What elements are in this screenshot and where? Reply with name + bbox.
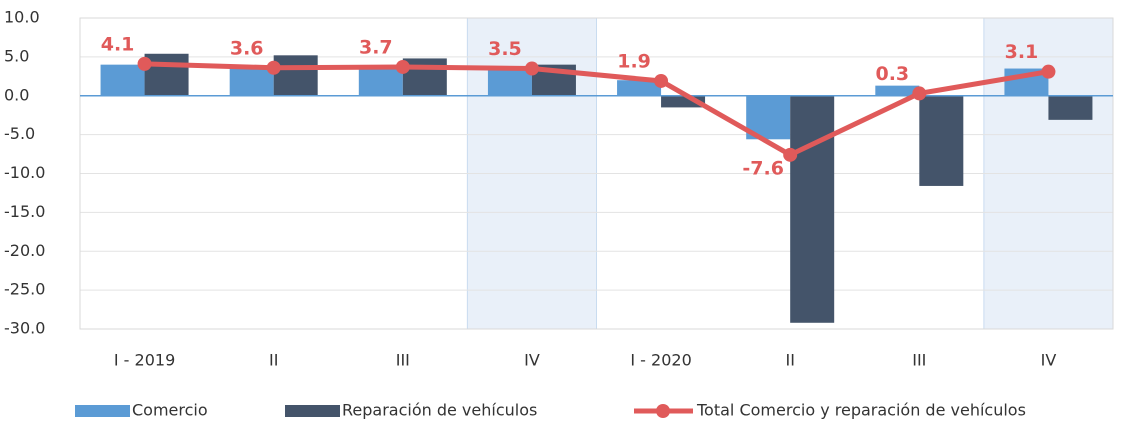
line-point (783, 147, 798, 162)
y-tick-label: 10.0 (4, 8, 40, 27)
line-point (137, 56, 152, 71)
bar (617, 80, 662, 96)
legend-swatch (75, 405, 130, 417)
x-tick-label: IV (524, 351, 540, 370)
data-label: 0.3 (875, 63, 909, 85)
data-label: 3.7 (359, 36, 393, 58)
x-tick-label: I - 2020 (630, 351, 691, 370)
data-label: 1.9 (617, 50, 651, 72)
bar (919, 95, 964, 186)
bar (661, 95, 706, 108)
bar (790, 95, 835, 323)
line-point (524, 61, 539, 76)
y-tick-label: -5.0 (4, 124, 35, 143)
line-point (654, 73, 669, 88)
y-tick-label: 5.0 (4, 46, 29, 65)
line-point (912, 86, 927, 101)
bar (875, 85, 920, 96)
y-tick-label: 0.0 (4, 85, 29, 104)
x-tick-label: III (912, 351, 926, 370)
x-tick-label: II (269, 351, 278, 370)
x-tick-label: II (785, 351, 794, 370)
y-tick-label: -20.0 (4, 241, 45, 260)
bar (487, 69, 532, 96)
data-label: 4.1 (101, 33, 135, 55)
data-label: 3.1 (1005, 41, 1039, 63)
line-point (395, 59, 410, 74)
bar (144, 53, 189, 96)
line (144, 61, 1049, 158)
legend-swatch-point (656, 404, 670, 418)
bar (358, 68, 403, 96)
x-tick-label: III (396, 351, 410, 370)
data-label: 3.5 (488, 38, 522, 60)
bar (273, 55, 318, 96)
plot-border (79, 17, 1114, 330)
data-label: -7.6 (742, 157, 784, 179)
y-tick-label: -10.0 (4, 163, 45, 182)
legend-label: Reparación de vehículos (342, 401, 537, 420)
y-tick-label: -15.0 (4, 202, 45, 221)
bar (1048, 95, 1093, 120)
y-tick-label: -30.0 (4, 319, 45, 338)
bar (402, 58, 447, 96)
data-label: 3.6 (230, 37, 264, 59)
line-point (1041, 64, 1056, 79)
legend-label: Comercio (132, 401, 208, 420)
x-tick-label: I - 2019 (114, 351, 175, 370)
x-tick-label: IV (1041, 351, 1057, 370)
bar (229, 67, 274, 96)
legend-swatch (285, 405, 340, 417)
legend-label: Total Comercio y reparación de vehículos (696, 401, 1026, 420)
y-tick-label: -25.0 (4, 280, 45, 299)
bar (100, 64, 145, 96)
line-point (266, 60, 281, 75)
